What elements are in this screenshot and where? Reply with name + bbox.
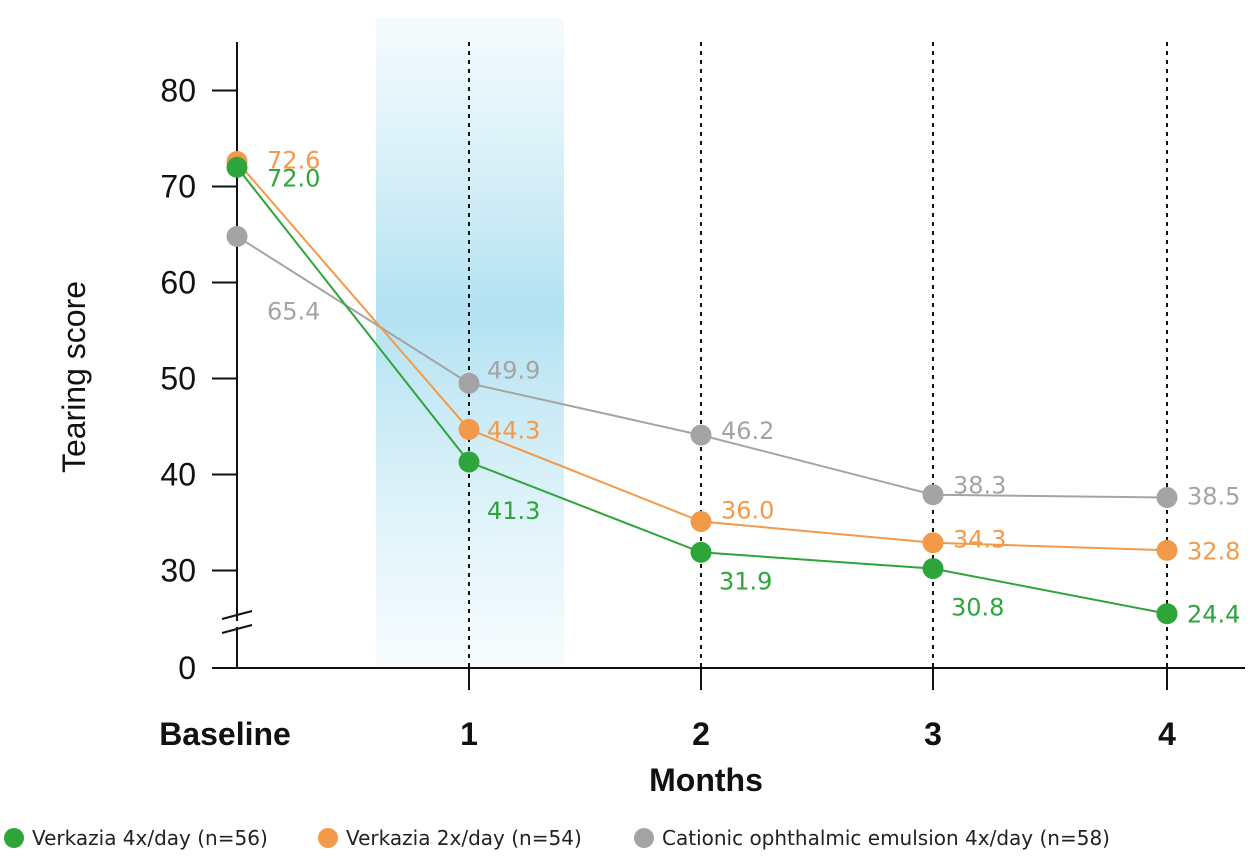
legend-item-cationic: Cationic ophthalmic emulsion 4x/day (n=5…	[634, 826, 1110, 850]
data-label: 38.5	[1187, 483, 1240, 511]
legend-label: Verkazia 2x/day (n=54)	[346, 826, 582, 850]
data-label: 46.2	[721, 417, 774, 445]
data-label: 72.6	[267, 147, 320, 175]
data-label: 72.0	[267, 164, 320, 192]
data-point	[226, 156, 248, 178]
data-point	[690, 511, 712, 532]
x-tick-label: 1	[460, 716, 478, 752]
legend: Verkazia 4x/day (n=56) Verkazia 2x/day (…	[0, 826, 1251, 856]
data-point	[1156, 487, 1178, 508]
data-point	[226, 225, 248, 247]
data-label: 41.3	[487, 497, 540, 525]
data-point	[1156, 539, 1178, 561]
data-label: 49.9	[487, 356, 540, 384]
data-label: 30.8	[951, 594, 1004, 622]
data-label: 44.3	[487, 416, 540, 444]
legend-label: Verkazia 4x/day (n=56)	[32, 826, 268, 850]
x-axis-title: Months	[649, 762, 763, 798]
axis-break-mark	[221, 610, 253, 620]
y-axis-title: Tearing score	[56, 281, 92, 473]
legend-item-verkazia-2x: Verkazia 2x/day (n=54)	[318, 826, 582, 850]
x-tick-label: 4	[1158, 716, 1176, 752]
x-tick-label: 2	[692, 716, 710, 752]
tearing-score-chart: 0 30 40 50 60 70 80 Baseline 1 2 3 4 72.0 41.3 31.9 30…	[56, 18, 1245, 798]
data-point	[690, 541, 712, 563]
legend-marker-orange	[318, 828, 338, 848]
axis-break-mark	[221, 624, 253, 634]
data-point	[458, 372, 480, 394]
data-label: 32.8	[1187, 537, 1240, 565]
data-point	[1156, 603, 1178, 625]
y-tick-label: 30	[160, 553, 196, 589]
data-point	[458, 451, 480, 473]
data-label: 34.3	[953, 526, 1006, 554]
legend-item-verkazia-4x: Verkazia 4x/day (n=56)	[4, 826, 268, 850]
data-point	[690, 424, 712, 446]
y-tick-label: 60	[160, 265, 196, 301]
data-label: 36.0	[721, 497, 774, 525]
y-tick-label: 70	[160, 169, 196, 205]
data-point	[922, 558, 944, 580]
data-point	[922, 532, 944, 554]
data-label: 31.9	[719, 567, 772, 595]
data-label: 24.4	[1187, 601, 1240, 629]
data-label: 38.3	[953, 472, 1006, 500]
legend-marker-gray	[634, 828, 654, 848]
x-tick-label: 3	[924, 716, 942, 752]
legend-marker-green	[4, 828, 24, 848]
y-tick-label: 0	[178, 650, 196, 686]
x-tick-label: Baseline	[159, 716, 291, 752]
y-tick-label: 50	[160, 361, 196, 397]
data-point	[458, 418, 480, 440]
y-tick-label: 40	[160, 457, 196, 493]
legend-label: Cationic ophthalmic emulsion 4x/day (n=5…	[662, 826, 1110, 850]
data-point	[922, 484, 944, 506]
data-label: 65.4	[267, 297, 320, 325]
y-tick-label: 80	[160, 73, 196, 109]
